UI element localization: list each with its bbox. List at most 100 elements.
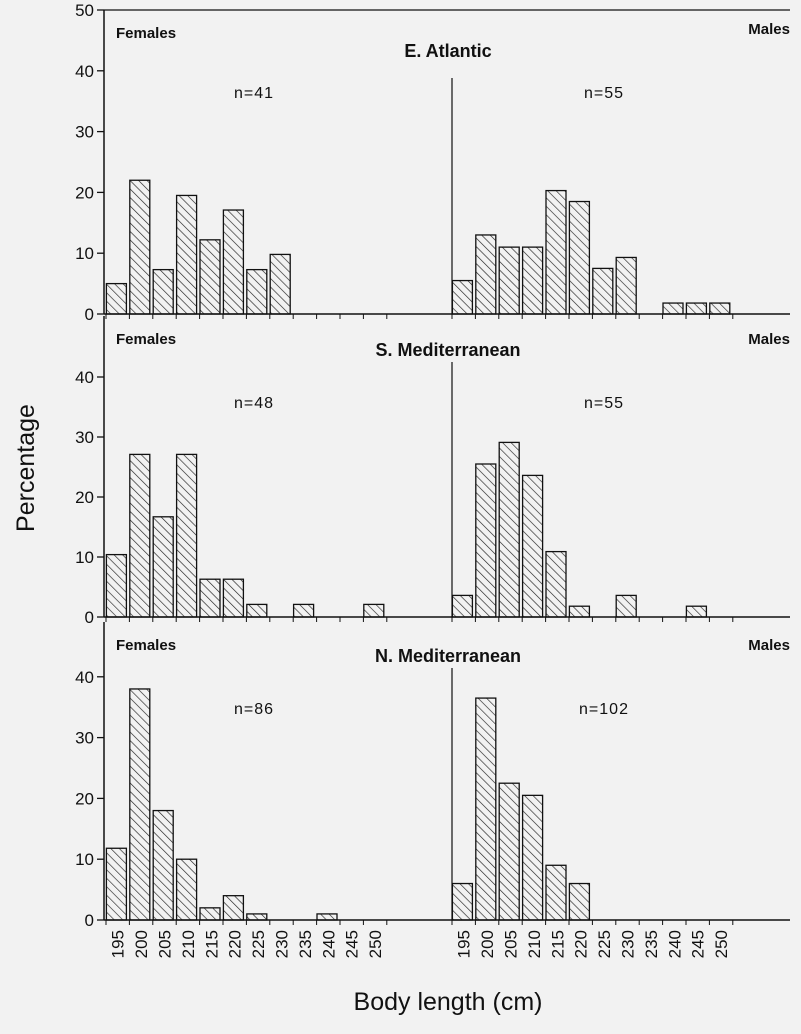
females-n: n=86 — [234, 701, 274, 718]
bar-males-200 — [475, 697, 497, 921]
bar-females-220 — [222, 578, 245, 618]
bar-females-215 — [199, 239, 221, 315]
bar-females-250 — [363, 603, 385, 618]
y-tick-label: 40 — [75, 368, 94, 387]
y-tick-label: 40 — [75, 668, 94, 687]
bar-females-220 — [222, 895, 245, 921]
x-tick-label-200: 200 — [478, 930, 497, 958]
bar-males-220 — [568, 605, 591, 618]
x-tick-label-220: 220 — [572, 930, 591, 958]
bar-females-235 — [292, 603, 315, 618]
bar-males-210 — [521, 246, 544, 315]
y-tick-label: 10 — [75, 548, 94, 567]
y-tick-label: 0 — [85, 305, 94, 324]
x-tick-label-220: 220 — [226, 930, 245, 958]
x-tick-label-240: 240 — [319, 930, 338, 958]
bar-males-215 — [545, 550, 567, 618]
x-tick-label-215: 215 — [548, 930, 567, 958]
x-axis-label: Body length (cm) — [354, 988, 543, 1016]
males-label: Males — [748, 331, 790, 348]
bar-females-210 — [175, 194, 198, 315]
bar-females-200 — [129, 688, 151, 921]
males-n: n=55 — [584, 395, 624, 412]
bar-males-245 — [685, 302, 708, 315]
males-label: Males — [748, 21, 790, 38]
panel-title: E. Atlantic — [404, 41, 491, 61]
bar-females-225 — [246, 603, 268, 618]
bar-females-215 — [199, 907, 221, 921]
bar-females-195 — [105, 847, 128, 921]
panel-title: S. Mediterranean — [375, 340, 520, 360]
panel-1: 0 10 20 30 40 S. Mediterranean Females Males n=4… — [75, 316, 790, 627]
bar-males-210 — [521, 794, 544, 921]
y-tick-label: 20 — [75, 789, 94, 808]
x-tick-label-245: 245 — [343, 930, 362, 958]
x-tick-label-195: 195 — [109, 930, 128, 958]
bar-males-220 — [568, 882, 591, 921]
y-tick-label: 50 — [75, 1, 94, 20]
x-tick-label-235: 235 — [642, 930, 661, 958]
bar-males-195 — [451, 594, 474, 618]
females-n: n=48 — [234, 395, 274, 412]
x-tick-label-200: 200 — [132, 930, 151, 958]
x-tick-label-250: 250 — [366, 930, 385, 958]
x-tick-label-195: 195 — [455, 930, 474, 958]
bar-females-215 — [199, 578, 221, 618]
females-label: Females — [116, 331, 176, 348]
bar-females-205 — [152, 809, 174, 921]
y-axis-label: Percentage — [12, 404, 40, 532]
x-tick-label-225: 225 — [249, 930, 268, 958]
panel-0: 0 10 20 30 40 50 E. Atlantic Females Males n=41 n=… — [75, 1, 790, 324]
y-tick-label: 0 — [85, 608, 94, 627]
bar-males-215 — [545, 189, 567, 315]
x-tick-label-240: 240 — [665, 930, 684, 958]
bar-females-200 — [129, 179, 151, 315]
bar-males-245 — [685, 605, 708, 618]
x-tick-label-230: 230 — [619, 930, 638, 958]
y-tick-label: 30 — [75, 123, 94, 142]
males-label: Males — [748, 637, 790, 654]
bar-females-200 — [129, 453, 151, 618]
females-label: Females — [116, 25, 176, 42]
bar-males-195 — [451, 279, 474, 315]
bar-males-200 — [475, 463, 497, 618]
bar-females-210 — [175, 858, 198, 921]
x-tick-label-205: 205 — [502, 930, 521, 958]
x-tick-label-205: 205 — [156, 930, 175, 958]
x-tick-label-235: 235 — [296, 930, 315, 958]
x-tick-label-210: 210 — [179, 930, 198, 958]
y-tick-label: 20 — [75, 183, 94, 202]
bar-males-205 — [498, 441, 520, 618]
y-tick-label: 0 — [85, 911, 94, 930]
y-tick-label: 10 — [75, 850, 94, 869]
bar-males-230 — [615, 594, 637, 618]
bar-females-240 — [316, 913, 338, 921]
panels-layer: 0 10 20 30 40 50 E. Atlantic Females Males n=41 n=… — [75, 1, 790, 930]
bar-males-250 — [709, 302, 731, 315]
bar-females-205 — [152, 516, 174, 618]
males-n: n=55 — [584, 85, 624, 102]
x-tick-label-210: 210 — [525, 930, 544, 958]
bar-males-240 — [662, 302, 684, 315]
x-tick-label-245: 245 — [689, 930, 708, 958]
x-tick-label-225: 225 — [595, 930, 614, 958]
panel-2: 0 10 20 30 40 N. Mediterranean Females Males n=8… — [75, 622, 790, 930]
x-tick-label-230: 230 — [273, 930, 292, 958]
bar-females-205 — [152, 268, 174, 315]
bar-males-205 — [498, 246, 520, 315]
bar-males-205 — [498, 782, 520, 921]
panel-title: N. Mediterranean — [375, 646, 521, 666]
bar-males-225 — [592, 267, 614, 315]
y-tick-label: 30 — [75, 729, 94, 748]
y-tick-label: 20 — [75, 488, 94, 507]
females-label: Females — [116, 637, 176, 654]
bar-males-220 — [568, 200, 591, 315]
males-n: n=102 — [579, 701, 629, 718]
x-tick-labels: 195 200 205 210 215 220 225 230 235 240 245 250 195 2… — [109, 930, 731, 958]
bar-males-215 — [545, 864, 567, 921]
females-n: n=41 — [234, 85, 274, 102]
bar-females-195 — [105, 553, 128, 618]
bar-females-220 — [222, 209, 245, 315]
bar-males-200 — [475, 234, 497, 315]
